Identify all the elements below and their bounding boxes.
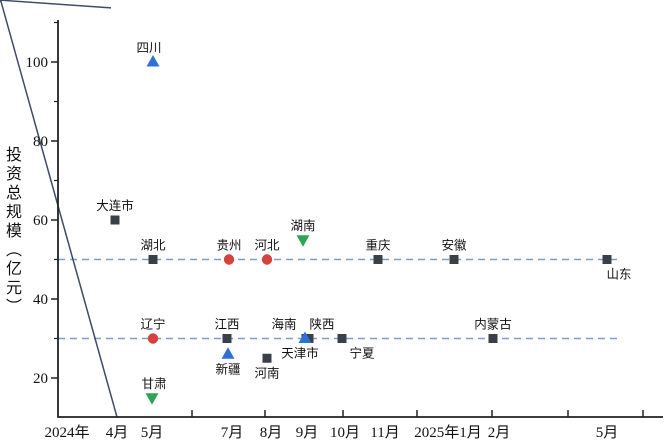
point-label: 宁夏 [349, 346, 375, 361]
y-tick-labels-layer: 100 80 60 40 20 [26, 55, 49, 387]
marker-circle [147, 333, 159, 344]
marker-triangle-down [296, 235, 310, 247]
marker-triangle-down [145, 393, 159, 405]
y-tick-label: 40 [33, 292, 48, 308]
y-tick-label: 80 [33, 134, 48, 150]
marker-square [222, 334, 232, 343]
marker-square [337, 334, 347, 343]
marker-triangle-up [146, 55, 160, 67]
point-label: 四川 [136, 41, 161, 55]
point-label: 安徽 [441, 238, 467, 253]
marker-square [262, 353, 272, 363]
marker-square [304, 334, 314, 343]
point-label: 江西 [214, 318, 239, 332]
y-axis-title: 投资总规模（亿元） [3, 146, 20, 317]
lower-boundary-curve [0, 0, 118, 418]
x-tick-label: 10月 [330, 425, 360, 441]
x-tick-labels-layer: 2024年 4月 5月 7月 8月 9月 10月 11月 2025年1月 2月 5月 [44, 424, 618, 441]
x-tick-label: 9月 [296, 425, 319, 441]
point-label: 山东 [606, 268, 631, 282]
point-label: 内蒙古 [474, 317, 512, 332]
marker-square [373, 255, 383, 264]
point-label: 贵州 [216, 239, 241, 253]
point-label: 河北 [254, 239, 280, 253]
point-label: 天津市 [281, 346, 319, 361]
point-label: 新疆 [215, 361, 240, 376]
x-tick-label: 4月 [106, 425, 129, 441]
x-tick-label: 8月 [260, 425, 283, 441]
point-label: 甘肃 [141, 377, 166, 391]
point-label: 辽宁 [140, 317, 165, 332]
x-tick-label: 2月 [488, 425, 511, 441]
point-label: 海南 [271, 317, 296, 332]
marker-square [449, 255, 459, 264]
boundary-curves-layer [0, 0, 118, 418]
marker-square [110, 215, 120, 225]
x-tick-label: 7月 [221, 425, 244, 441]
x-tick-label: 2024年 [44, 424, 89, 441]
marker-square [148, 255, 158, 264]
point-label: 大连市 [96, 198, 134, 213]
x-tick-label: 2025年1月 [414, 424, 482, 441]
point-label: 河南 [254, 365, 279, 380]
marker-square [602, 255, 612, 264]
point-label: 陕西 [309, 317, 334, 332]
marker-circle [223, 254, 235, 265]
point-label: 湖北 [140, 238, 166, 253]
x-tick-label: 5月 [141, 425, 164, 441]
y-tick-label: 60 [33, 213, 48, 229]
marker-circle [261, 254, 273, 265]
marker-triangle-up [221, 347, 235, 359]
y-tick-label: 20 [33, 371, 48, 387]
axis-lines [57, 20, 663, 418]
point-label: 湖南 [290, 218, 315, 233]
axes-layer [51, 20, 663, 418]
y-tick-label: 100 [26, 55, 49, 71]
point-label: 重庆 [365, 238, 391, 253]
marker-square [488, 334, 498, 343]
x-tick-label: 5月 [596, 425, 619, 441]
x-tick-label: 11月 [370, 425, 399, 441]
markers-layer [110, 55, 612, 405]
upper-boundary-curve [0, 0, 112, 9]
marker-triangle-up [298, 331, 312, 343]
